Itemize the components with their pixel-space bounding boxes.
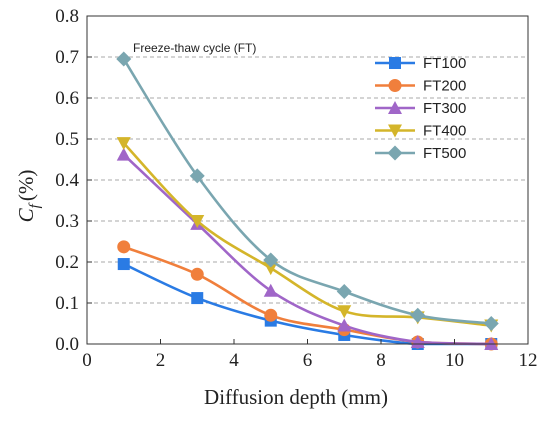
legend: FT100 FT200 FT300 FT400 FT500	[375, 55, 466, 162]
x-tick-label: 4	[229, 350, 239, 371]
data-point	[483, 316, 499, 331]
data-point	[189, 168, 205, 184]
series-line	[122, 58, 492, 325]
x-tick-label: 10	[445, 350, 464, 371]
data-point	[264, 308, 278, 322]
y-tick-label: 0.3	[55, 211, 79, 232]
legend-label: FT400	[423, 123, 466, 140]
data-point	[190, 267, 204, 281]
y-axis-label-sub: f	[27, 202, 43, 208]
legend-label: FT500	[423, 145, 466, 162]
x-tick-label: 8	[376, 350, 386, 371]
series-ft200	[117, 240, 498, 351]
data-point	[263, 283, 278, 297]
data-point	[263, 262, 278, 276]
legend-marker	[388, 124, 402, 138]
legend-label: FT300	[423, 100, 466, 117]
y-axis-label-main: C	[14, 207, 38, 222]
series-line	[122, 142, 492, 327]
legend-item: FT300	[375, 100, 466, 117]
series-ft100	[117, 258, 498, 350]
y-tick-label: 0.4	[55, 170, 79, 191]
axis-tick-labels: 0.0 0.1 0.2 0.3 0.4 0.5 0.6 0.7 0.8 0 2 4 6 8 10 12	[55, 6, 537, 371]
chart-annotation: Freeze-thaw cycle (FT)	[133, 41, 256, 55]
data-point	[410, 307, 426, 323]
data-point	[116, 137, 131, 151]
legend-item: FT500	[375, 145, 466, 162]
legend-marker	[387, 145, 403, 161]
y-tick-label: 0.8	[55, 6, 79, 27]
legend-marker	[388, 79, 402, 92]
legend-marker	[388, 101, 402, 114]
grid-lines	[87, 56, 528, 304]
y-axis-label: Cf(%)	[14, 170, 43, 223]
series-ft500	[116, 51, 499, 331]
data-point	[116, 147, 131, 161]
data-point	[116, 51, 132, 67]
x-tick-label: 2	[156, 350, 166, 371]
legend-label: FT200	[423, 78, 466, 95]
series-layer	[116, 51, 499, 351]
series-line	[122, 153, 492, 346]
data-point	[117, 240, 131, 254]
data-point	[337, 305, 352, 319]
x-tick-label: 12	[519, 350, 538, 371]
data-point	[190, 215, 205, 228]
x-tick-label: 0	[82, 350, 92, 371]
legend-item: FT100	[375, 55, 466, 72]
axis-ticks	[86, 15, 529, 345]
series-line	[123, 262, 492, 346]
data-point	[336, 284, 352, 300]
legend-item: FT400	[375, 123, 466, 140]
y-tick-label: 0.6	[55, 88, 79, 109]
data-point	[263, 252, 279, 268]
data-point	[117, 258, 130, 271]
y-tick-label: 0.0	[55, 334, 79, 355]
y-tick-label: 0.1	[55, 293, 79, 314]
legend-label: FT100	[423, 55, 466, 72]
x-axis-label: Diffusion depth (mm)	[204, 385, 388, 409]
data-point	[410, 334, 425, 348]
legend-item: FT200	[375, 78, 466, 95]
y-axis-label-unit: (%)	[14, 170, 38, 201]
y-tick-label: 0.5	[55, 129, 79, 150]
x-tick-label: 6	[303, 350, 313, 371]
data-point	[191, 292, 204, 305]
legend-marker	[389, 57, 401, 69]
y-tick-label: 0.7	[55, 47, 79, 68]
y-tick-label: 0.2	[55, 252, 79, 273]
data-point	[337, 318, 352, 332]
